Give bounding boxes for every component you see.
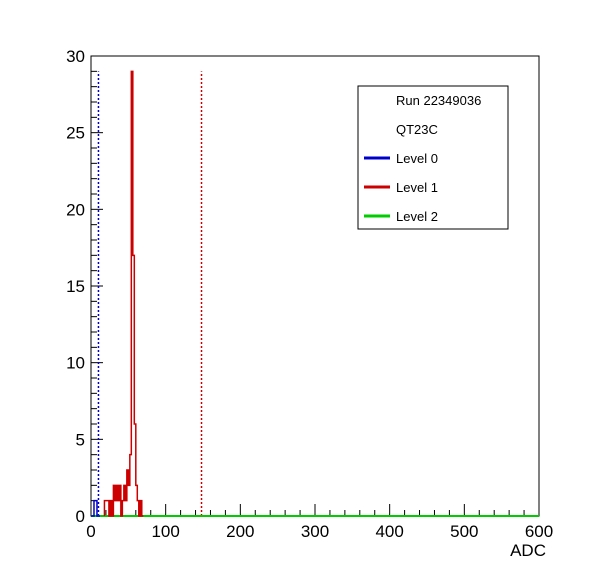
x-tick-label: 300 [301,522,329,541]
y-tick-label: 20 [66,200,85,219]
x-tick-label: 600 [525,522,553,541]
legend-label: Level 0 [396,151,438,166]
x-tick-label: 200 [226,522,254,541]
y-tick-label: 10 [66,354,85,373]
axis-labels: ADC [510,541,546,560]
threshold-lines [97,71,203,516]
x-tick-label: 500 [450,522,478,541]
x-tick-label: 400 [375,522,403,541]
y-tick-label: 25 [66,124,85,143]
legend-entries: Level 0 Level 1 Level 2 [364,151,438,224]
x-axis-label: ADC [510,541,546,560]
histogram-level-0 [91,499,100,517]
legend-label: Level 1 [396,180,438,195]
y-tick-label: 30 [66,47,85,66]
y-tick-label: 15 [66,277,85,296]
legend: Run 22349036 QT23C Level 0 Level 1 Level 2 [357,85,509,230]
histogram-series [91,70,539,517]
legend-run-label: Run 22349036 [396,93,481,108]
y-tick-label: 0 [76,507,85,526]
x-tick-label: 0 [86,522,95,541]
histogram-level-1 [103,70,144,517]
x-tick-label: 100 [151,522,179,541]
legend-label: Level 2 [396,209,438,224]
legend-detector-label: QT23C [396,122,438,137]
y-tick-label: 5 [76,430,85,449]
